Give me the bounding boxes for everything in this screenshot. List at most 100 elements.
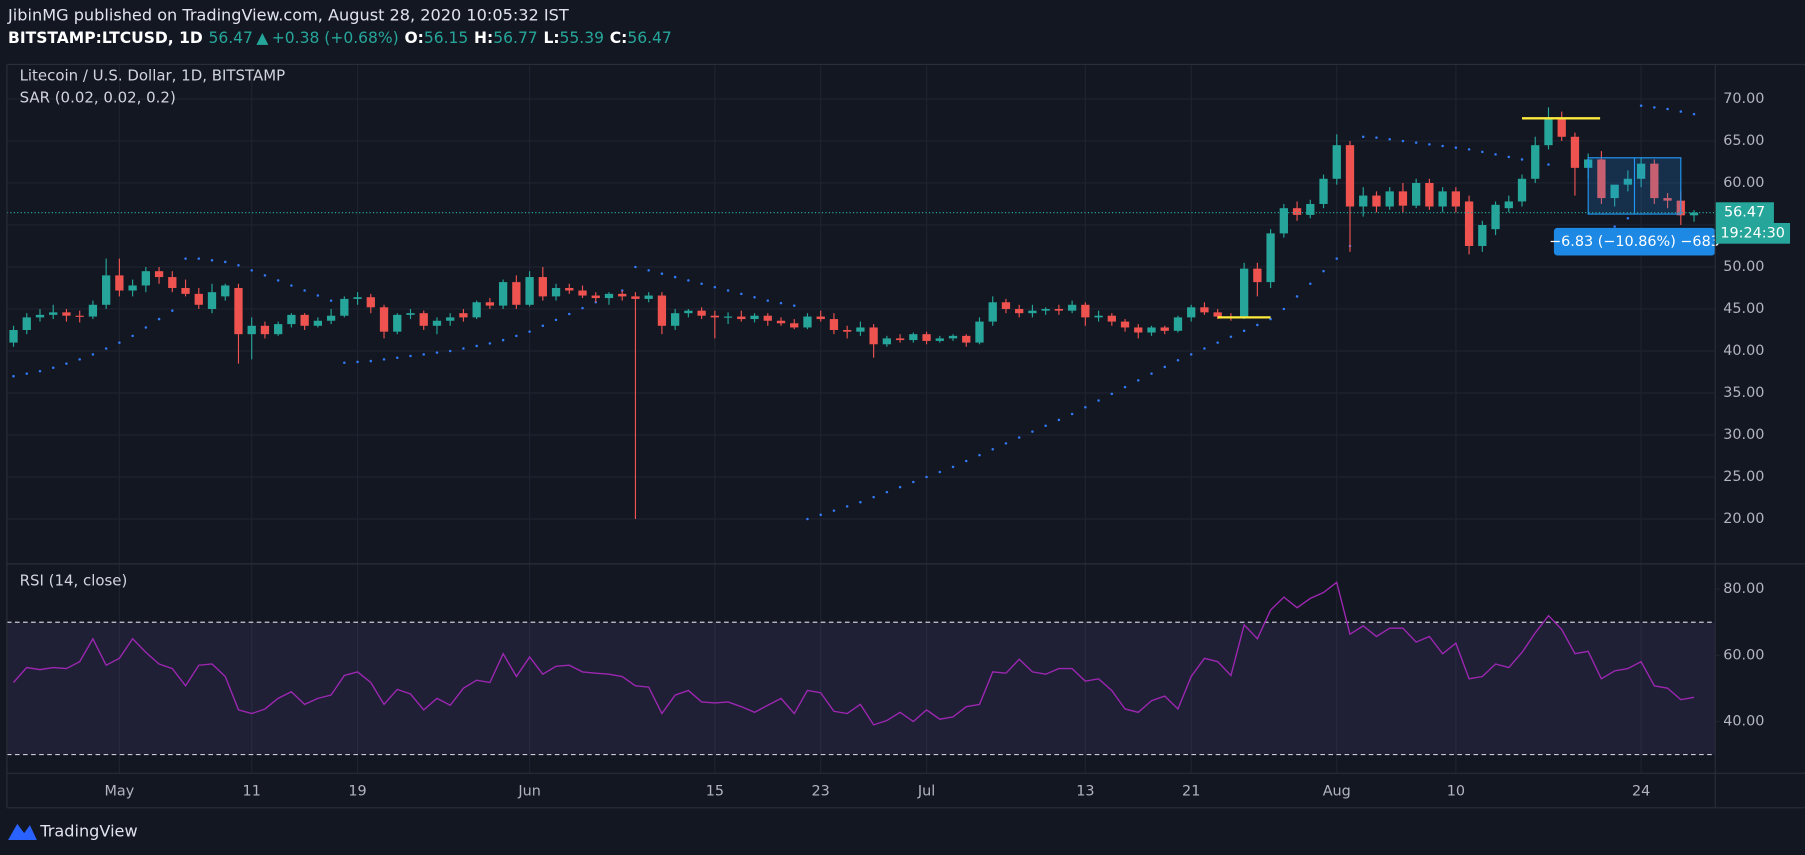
sar-dot bbox=[1229, 335, 1233, 338]
candle-body bbox=[1517, 178, 1527, 202]
candle-body bbox=[551, 287, 561, 297]
sar-dot bbox=[369, 359, 373, 363]
sar-dot bbox=[1110, 392, 1114, 396]
candle-body bbox=[975, 321, 984, 343]
sar-dot bbox=[1692, 112, 1696, 116]
candle-body bbox=[1623, 178, 1633, 185]
sar-dot bbox=[1176, 358, 1180, 362]
sar-dot bbox=[885, 490, 889, 494]
rsi-title: RSI (14, close) bbox=[20, 572, 128, 590]
sar-dot bbox=[329, 299, 333, 302]
x-tick-label: 23 bbox=[812, 784, 830, 800]
sar-dot bbox=[806, 517, 809, 521]
sar-dot bbox=[1507, 155, 1511, 159]
y-tick-label: 60.00 bbox=[1723, 175, 1764, 191]
candle-body bbox=[750, 315, 759, 320]
candle-body bbox=[1028, 310, 1037, 314]
sar-dot bbox=[184, 257, 187, 260]
sar-dot bbox=[422, 353, 425, 356]
logo: TradingView bbox=[8, 821, 138, 840]
sar-dot bbox=[276, 279, 280, 282]
candle-body bbox=[1597, 159, 1606, 199]
candle-body bbox=[1094, 315, 1103, 318]
candle-body bbox=[1610, 184, 1619, 199]
candle-body bbox=[1279, 208, 1288, 234]
candle-body bbox=[1081, 304, 1090, 318]
sar-dot bbox=[1626, 216, 1630, 220]
candle-body bbox=[1689, 212, 1699, 216]
sar-dot bbox=[1481, 150, 1484, 154]
y-tick-label: 35.00 bbox=[1723, 385, 1764, 401]
sar-dot bbox=[1613, 225, 1616, 228]
candle-body bbox=[1001, 302, 1011, 309]
sar-dot bbox=[171, 309, 174, 312]
candle-body bbox=[1345, 145, 1355, 207]
y-tick-label: 70.00 bbox=[1723, 91, 1764, 107]
candle-body bbox=[1266, 233, 1275, 283]
sar-dot bbox=[912, 480, 915, 484]
x-tick-label: 13 bbox=[1076, 784, 1094, 800]
sar-dot bbox=[1163, 365, 1167, 369]
candle-body bbox=[194, 293, 203, 305]
candle-body bbox=[723, 316, 733, 318]
sar-dot bbox=[964, 459, 968, 463]
sar-dot bbox=[568, 312, 571, 316]
sar-dot bbox=[1388, 138, 1391, 141]
change: +0.38 (+0.68%) bbox=[272, 28, 399, 46]
sar-dot bbox=[356, 360, 359, 364]
x-tick-label: Jul bbox=[917, 784, 935, 800]
candle-body bbox=[1332, 145, 1341, 179]
candle-body bbox=[1636, 163, 1646, 179]
sar-dot bbox=[382, 358, 386, 361]
sar-dot bbox=[157, 317, 161, 321]
sar-dot bbox=[395, 356, 399, 359]
sar-dot bbox=[660, 272, 664, 275]
last: 56.47 bbox=[209, 28, 253, 46]
sar-dot bbox=[528, 330, 531, 333]
sar-dot bbox=[343, 361, 346, 365]
candle-body bbox=[1213, 312, 1222, 317]
candle-body bbox=[1372, 195, 1381, 207]
indicator-title: SAR (0.02, 0.02, 0.2) bbox=[20, 88, 176, 106]
candle-body bbox=[168, 277, 177, 288]
candle-body bbox=[803, 316, 812, 328]
candle-body bbox=[922, 334, 931, 341]
sar-dot bbox=[1361, 135, 1365, 139]
logo-icon bbox=[8, 823, 37, 841]
candle-body bbox=[988, 302, 997, 322]
candle-body bbox=[1650, 163, 1659, 199]
x-tick-label: Jun bbox=[517, 784, 540, 800]
y-tick-label: 25.00 bbox=[1723, 469, 1764, 485]
x-tick-label: 24 bbox=[1632, 784, 1650, 800]
candle-body bbox=[498, 282, 508, 306]
measure-label: −6.83 (−10.86%) −683 bbox=[1549, 234, 1720, 250]
sar-dot bbox=[1242, 329, 1246, 333]
candle-body bbox=[234, 287, 243, 335]
brand: TradingView bbox=[39, 821, 137, 840]
sar-dot bbox=[1282, 307, 1286, 311]
candle-body bbox=[737, 316, 746, 320]
sar-dot bbox=[554, 318, 558, 322]
candle-body bbox=[1438, 191, 1447, 207]
candle-body bbox=[1160, 327, 1169, 331]
sar-dot bbox=[1467, 148, 1471, 151]
sar-dot bbox=[1189, 353, 1193, 356]
candle-body bbox=[1544, 117, 1553, 146]
ohlc-label: L: bbox=[543, 28, 559, 46]
candle-body bbox=[1412, 182, 1421, 206]
sar-dot bbox=[1150, 372, 1153, 375]
candle-body bbox=[962, 335, 971, 343]
candle-body bbox=[578, 290, 587, 296]
sar-dot bbox=[859, 500, 862, 504]
candle-body bbox=[1041, 308, 1050, 311]
sar-dot bbox=[1309, 282, 1312, 286]
candle-body bbox=[1239, 268, 1249, 318]
sar-dot bbox=[687, 279, 690, 282]
candle-body bbox=[1306, 203, 1315, 215]
candle-body bbox=[75, 315, 84, 317]
sar-dot bbox=[250, 269, 253, 272]
candle-body bbox=[948, 335, 958, 339]
candle-body bbox=[1398, 191, 1408, 206]
sar-dot bbox=[872, 495, 875, 499]
sar-dot bbox=[38, 369, 42, 373]
